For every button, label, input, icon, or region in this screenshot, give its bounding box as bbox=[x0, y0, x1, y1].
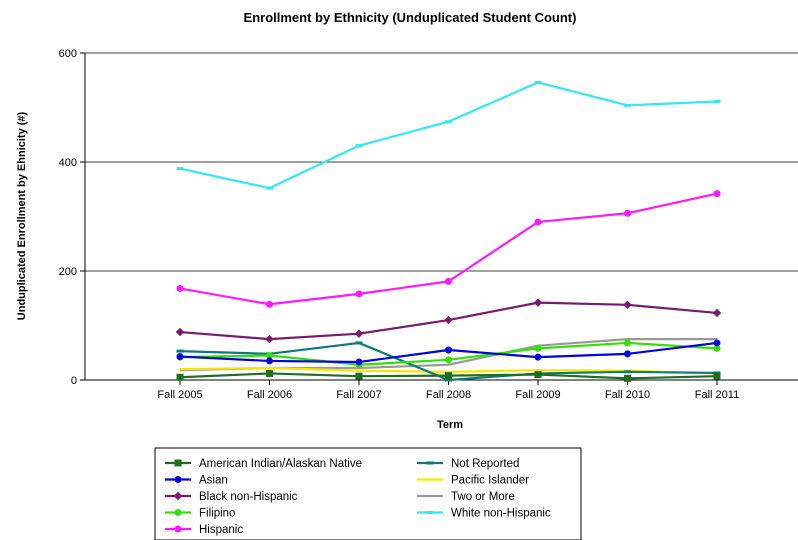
legend-label: Two or More bbox=[451, 491, 515, 503]
chart-title: Enrollment by Ethnicity (Unduplicated St… bbox=[244, 10, 577, 25]
axes bbox=[84, 53, 798, 381]
data-point bbox=[712, 308, 722, 318]
data-point bbox=[534, 371, 542, 379]
y-axis-title: Unduplicated Enrollment by Ehnicity (#) bbox=[16, 111, 28, 320]
x-tick-label: Fall 2007 bbox=[336, 389, 381, 401]
series-black-non-hispanic bbox=[175, 298, 722, 344]
legend-item: Not Reported bbox=[417, 458, 519, 470]
data-point bbox=[624, 374, 631, 382]
data-point bbox=[713, 372, 721, 380]
legend-marker bbox=[174, 459, 182, 467]
legend-item: Filipino bbox=[165, 508, 235, 520]
y-tick-label: 200 bbox=[59, 266, 77, 278]
data-point bbox=[355, 358, 363, 366]
data-point bbox=[266, 300, 273, 308]
legend-label: Asian bbox=[199, 475, 228, 487]
data-point bbox=[534, 353, 542, 361]
x-axis-title: Term bbox=[437, 419, 463, 431]
data-point bbox=[713, 339, 721, 347]
series-asian bbox=[176, 339, 721, 366]
data-point bbox=[176, 284, 184, 292]
data-point bbox=[533, 298, 543, 307]
legend-label: White non-Hispanic bbox=[451, 508, 551, 520]
data-point bbox=[445, 277, 452, 285]
grid bbox=[85, 52, 798, 272]
data-point bbox=[534, 344, 542, 352]
legend-label: Black non-Hispanic bbox=[199, 491, 298, 503]
data-point bbox=[355, 372, 363, 380]
data-point bbox=[266, 369, 273, 377]
legend-label: American Indian/Alaskan Native bbox=[199, 458, 362, 470]
legend-item: Pacific Islander bbox=[417, 475, 529, 487]
legend-label: Pacific Islander bbox=[451, 475, 529, 487]
y-tick-label: 400 bbox=[59, 157, 77, 169]
data-point bbox=[624, 350, 631, 358]
series-hispanic bbox=[176, 190, 721, 308]
data-point bbox=[176, 373, 184, 381]
data-point bbox=[175, 327, 185, 337]
legend-item: Two or More bbox=[417, 491, 515, 503]
data-point bbox=[445, 346, 452, 354]
data-point bbox=[624, 339, 631, 347]
data-point bbox=[444, 315, 453, 325]
data-point bbox=[713, 190, 721, 198]
legend-marker bbox=[173, 491, 183, 501]
data-point bbox=[534, 218, 542, 226]
legend-item: Hispanic bbox=[165, 524, 243, 536]
legend-label: Not Reported bbox=[451, 458, 519, 470]
x-axis-ticks: Fall 2005 Fall 2006 Fall 2007 Fall 2008 Fall… bbox=[157, 380, 739, 401]
legend-label: Filipino bbox=[199, 508, 235, 520]
legend-marker bbox=[174, 525, 182, 533]
data-point bbox=[265, 334, 274, 344]
data-point bbox=[624, 209, 631, 217]
data-point bbox=[623, 300, 632, 309]
data-point bbox=[445, 356, 452, 364]
x-tick-label: Fall 2011 bbox=[695, 389, 739, 401]
x-tick-label: Fall 2006 bbox=[247, 389, 292, 401]
data-point bbox=[354, 329, 364, 338]
y-axis-ticks: 0 200 400 600 bbox=[59, 48, 85, 387]
y-tick-label: 600 bbox=[59, 48, 77, 60]
legend-marker bbox=[174, 509, 182, 516]
series-white-non-hispanic bbox=[176, 80, 721, 190]
legend-item: White non-Hispanic bbox=[417, 508, 551, 520]
legend-item: American Indian/Alaskan Native bbox=[165, 458, 362, 470]
x-tick-label: Fall 2009 bbox=[515, 389, 560, 401]
legend-marker bbox=[174, 476, 182, 483]
series-group bbox=[175, 80, 722, 382]
series-american-indian-alaskan-native bbox=[176, 369, 721, 382]
legend-item: Asian bbox=[165, 475, 228, 487]
x-tick-label: Fall 2008 bbox=[426, 389, 471, 401]
legend-label: Hispanic bbox=[199, 524, 243, 536]
series-line bbox=[179, 81, 718, 190]
data-point bbox=[355, 290, 363, 298]
x-tick-label: Fall 2010 bbox=[605, 389, 650, 401]
legend-item: Black non-Hispanic bbox=[165, 491, 298, 503]
data-point bbox=[266, 357, 273, 365]
legend: American Indian/Alaskan Native Asian Black… bbox=[154, 447, 582, 540]
x-tick-label: Fall 2005 bbox=[157, 389, 202, 401]
series-line bbox=[179, 192, 718, 306]
data-point bbox=[176, 353, 184, 361]
y-tick-label: 0 bbox=[71, 375, 77, 387]
data-point bbox=[445, 372, 452, 380]
